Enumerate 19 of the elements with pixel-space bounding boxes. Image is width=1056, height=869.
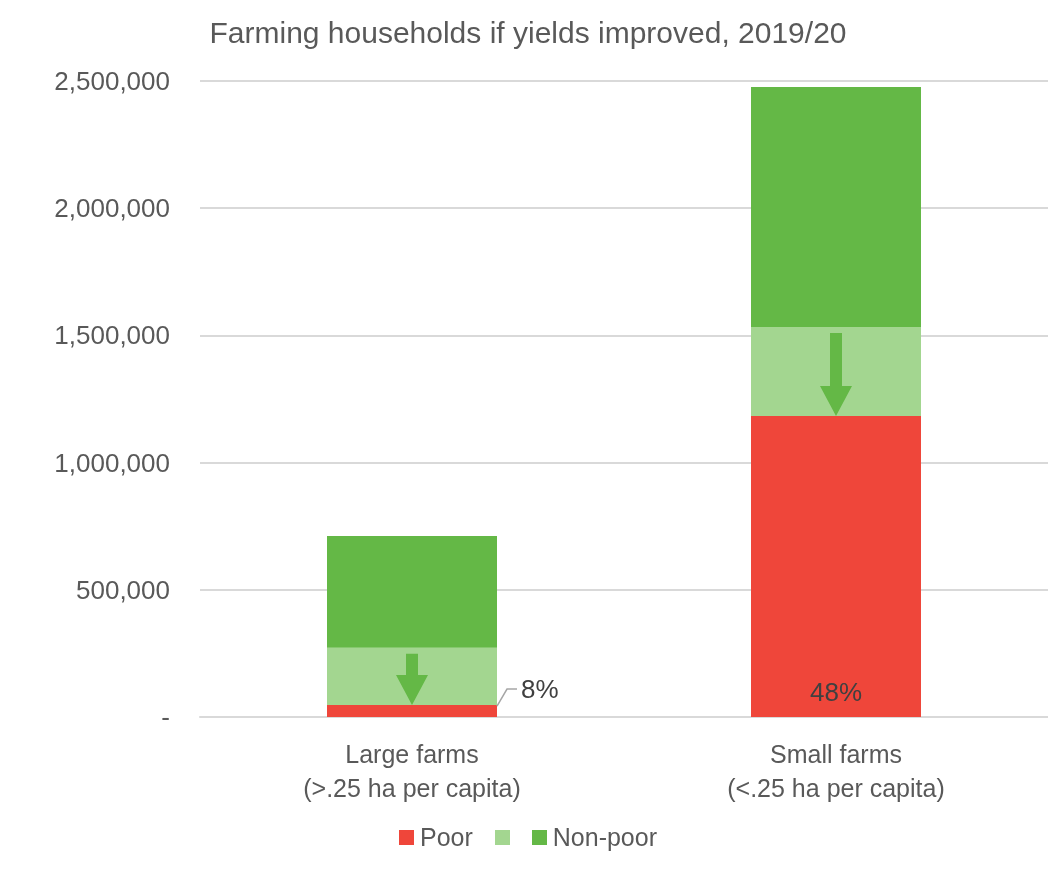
x-tick-label: Large farms (>.25 ha per capita) bbox=[303, 740, 521, 802]
y-tick-label: 1,500,000 bbox=[54, 320, 170, 351]
bar bbox=[751, 416, 921, 717]
chart-title: Farming households if yields improved, 2019/20 bbox=[209, 15, 847, 49]
bar bbox=[751, 87, 921, 327]
bar bbox=[327, 647, 497, 706]
legend-label: Poor bbox=[419, 823, 473, 852]
y-tick-label: 1,000,000 bbox=[54, 447, 170, 478]
y-tick-label: - bbox=[161, 702, 170, 732]
legend-label: Non-poor bbox=[552, 823, 658, 852]
bar bbox=[751, 327, 921, 417]
annotation: 48% bbox=[809, 677, 863, 707]
bar bbox=[327, 705, 497, 717]
y-tick-label: 500,000 bbox=[76, 574, 170, 605]
annotation: 8% bbox=[521, 674, 559, 705]
x-tick-label: Small farms (<.25 ha per capita) bbox=[727, 740, 945, 802]
bar bbox=[327, 536, 497, 648]
y-tick-label: 2,500,000 bbox=[54, 66, 170, 96]
y-tick-label: 2,000,000 bbox=[54, 193, 170, 224]
